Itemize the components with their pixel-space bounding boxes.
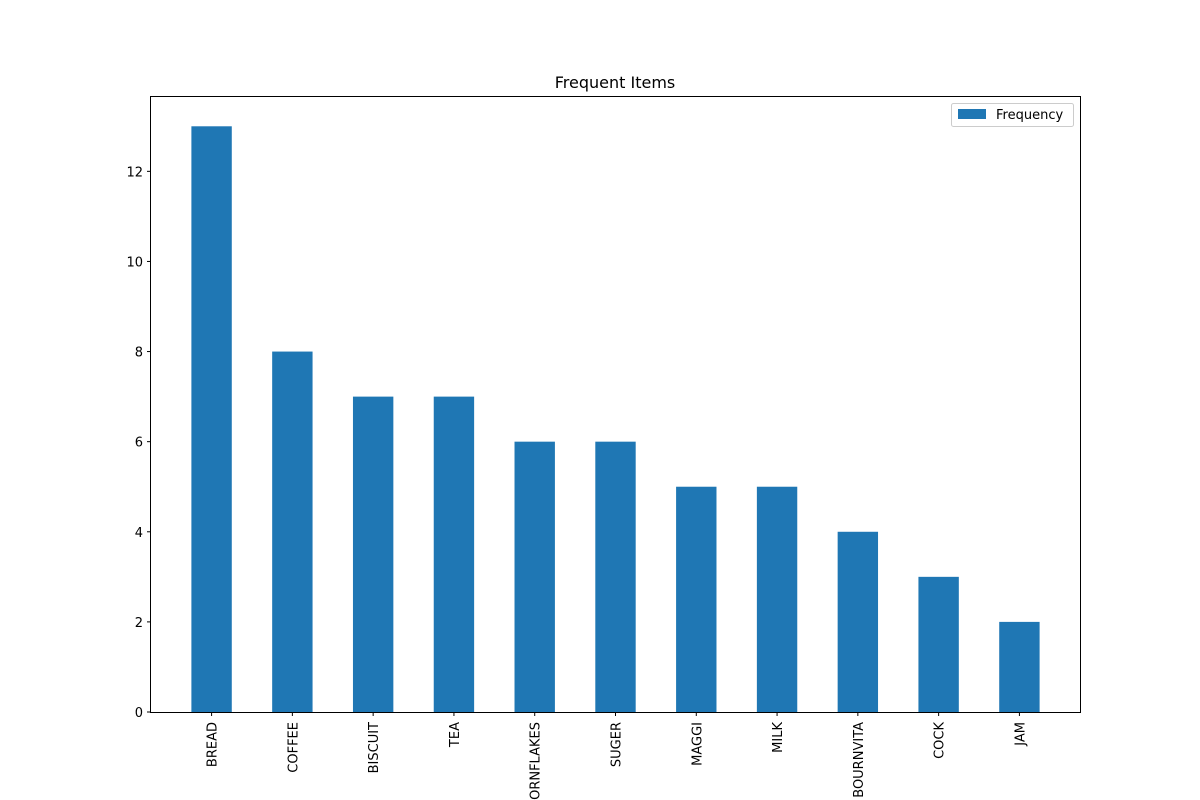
x-tick-label: SUGER <box>610 722 625 767</box>
bar-cornflakes <box>514 441 555 712</box>
x-tick-label: COFFEE <box>286 722 301 773</box>
x-tick-label: BOURNVITA <box>852 722 867 798</box>
legend-swatch <box>958 109 986 119</box>
bars-layer <box>191 126 1040 713</box>
y-tick-label: 4 <box>135 526 143 541</box>
y-axis: 0 2 4 6 8 10 12 <box>126 165 151 721</box>
x-tick-label: COCK <box>933 722 948 759</box>
x-tick-label: BREAD <box>206 722 221 767</box>
legend: Frequency <box>951 103 1074 127</box>
x-tick-label: BISCUIT <box>367 722 382 773</box>
x-tick-label: MILK <box>771 722 786 753</box>
y-tick-label: 2 <box>135 616 143 631</box>
y-tick-label: 6 <box>135 436 143 451</box>
bar-bread <box>191 126 232 713</box>
y-tick-label: 10 <box>126 255 143 270</box>
bar-milk <box>756 486 798 712</box>
x-tick-label: MAGGI <box>690 722 705 766</box>
x-tick-label: JAM <box>1013 722 1028 747</box>
y-tick-label: 12 <box>126 165 143 180</box>
chart-title: Frequent Items <box>555 73 676 92</box>
bar-bournvita <box>837 531 879 712</box>
plot-frame <box>150 96 1081 713</box>
bar-tea <box>433 396 475 712</box>
y-tick-label: 8 <box>135 346 143 361</box>
bar-coffee <box>272 351 313 712</box>
x-axis: BREAD COFFEE BISCUIT TEA CORNFLAKES SUGER MAGG… <box>206 712 1028 800</box>
bar-suger <box>595 441 636 712</box>
bar-biscuit <box>352 396 394 712</box>
x-tick-label: TEA <box>448 722 463 748</box>
legend-label: Frequency <box>996 108 1063 123</box>
bar-maggi <box>676 486 717 712</box>
y-tick-label: 0 <box>135 706 143 721</box>
bar-cock <box>918 576 959 712</box>
bar-jam <box>999 621 1040 712</box>
x-tick-label: CORNFLAKES <box>529 722 544 800</box>
